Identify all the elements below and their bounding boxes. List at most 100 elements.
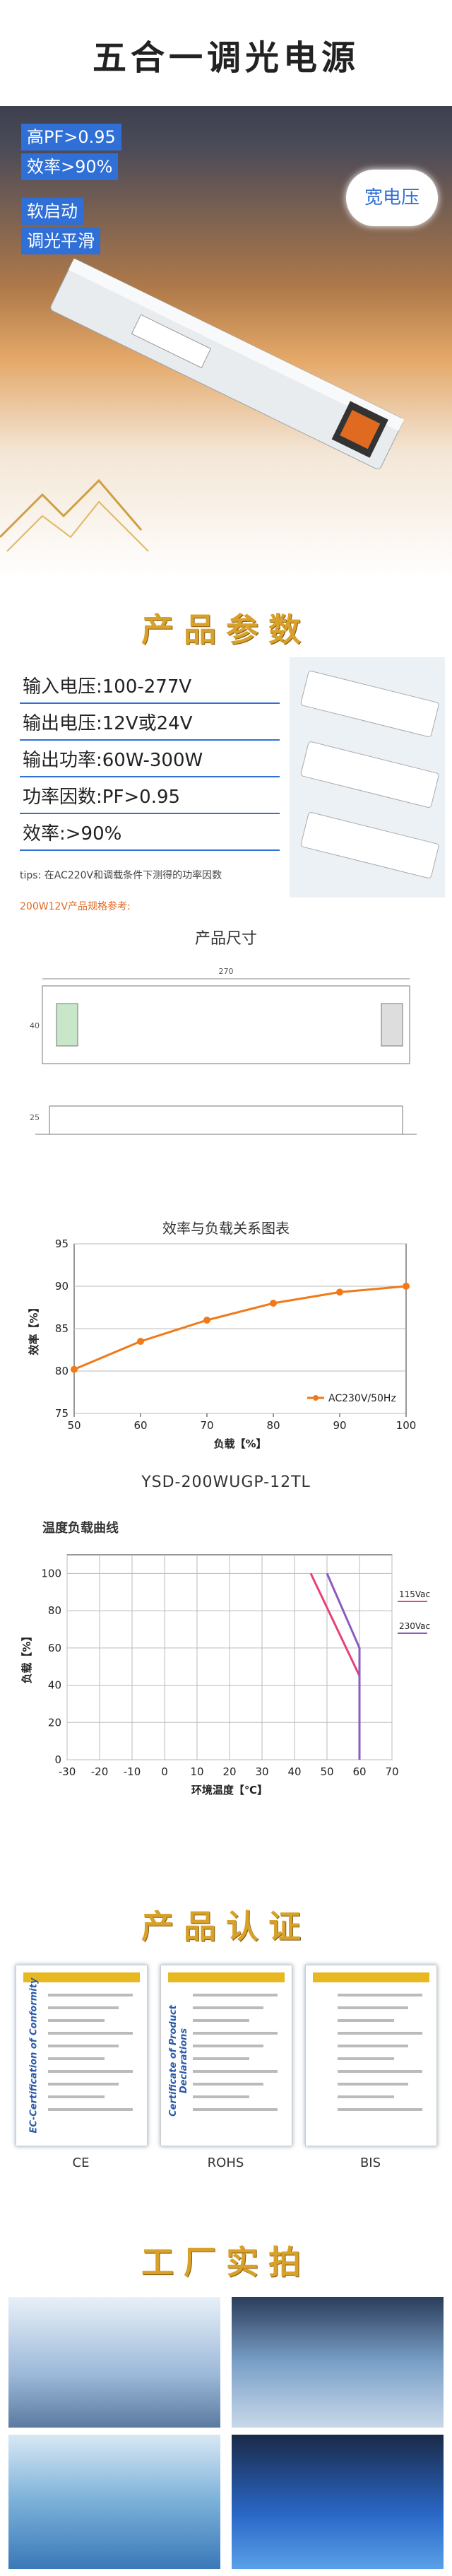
x-tick-label: 70 <box>385 1765 398 1778</box>
section-heading: 工厂实拍 <box>141 2243 311 2281</box>
section-heading: 产品认证 <box>141 1907 311 1946</box>
cert-line <box>48 2083 119 2086</box>
cert-line <box>193 2032 278 2035</box>
cert-line <box>48 2006 119 2009</box>
chart-title: 温度负载曲线 <box>42 1521 119 1536</box>
cert-line <box>48 2108 133 2111</box>
factory-photo <box>232 2435 444 2569</box>
series-line <box>326 1572 361 1760</box>
cert-header <box>23 1972 140 1982</box>
hero: 五合一调光电源 高PF>0.95 效率>90% 软启动 调光平滑 宽电压 <box>0 0 452 580</box>
cert-line <box>48 2070 133 2073</box>
param-item: 输入电压:100-277V <box>20 668 280 704</box>
cert-line <box>48 2045 119 2047</box>
dimension: 25 <box>30 1113 40 1122</box>
x-tick-label: -10 <box>124 1765 141 1778</box>
param-item: 输出电压:12V或24V <box>20 705 280 741</box>
efficiency-chart: 75 80 85 90 95 50 60 70 80 90 100 负载【%】 效率【%】 AC230V/… <box>28 1237 417 1450</box>
x-tick-label: 30 <box>255 1765 268 1778</box>
cert-title: EC-Certification of Conformity <box>28 1977 40 2134</box>
cert-title: Certificate of Product Declarations <box>168 2005 189 2117</box>
cert-line <box>193 2083 263 2086</box>
cert-line <box>338 2108 422 2111</box>
y-tick-label: 95 <box>55 1237 69 1250</box>
x-tick-label: 90 <box>333 1419 346 1432</box>
point <box>203 1317 210 1324</box>
x-tick-label: 40 <box>287 1765 301 1778</box>
x-tick-label: 60 <box>133 1419 147 1432</box>
badge: 调光平滑 <box>21 228 100 254</box>
cert-label: ROHS <box>207 2156 244 2170</box>
x-tick-label: 20 <box>222 1765 236 1778</box>
x-tick-label: -30 <box>59 1765 76 1778</box>
dimension: 40 <box>30 1021 40 1030</box>
title-band <box>0 0 452 106</box>
cert-line <box>193 2057 249 2060</box>
dimension: 270 <box>219 967 234 976</box>
cert-line <box>338 2032 422 2035</box>
x-tick-label: 80 <box>266 1419 280 1432</box>
param-item: 效率:>90% <box>20 815 280 851</box>
legend-swatch <box>313 1395 319 1401</box>
cert-line <box>48 2057 105 2060</box>
point <box>336 1288 343 1296</box>
x-axis-label: 环境温度【℃】 <box>191 1784 268 1796</box>
x-tick-label: 10 <box>190 1765 203 1778</box>
cert-line <box>193 2019 249 2022</box>
y-tick-label: 60 <box>48 1642 61 1654</box>
cert-line <box>48 2019 105 2022</box>
param-item: 输出功率:60W-300W <box>20 741 280 777</box>
model: YSD-200WUGP-12TL <box>141 1474 311 1491</box>
cert-line <box>338 2045 408 2047</box>
cert-line <box>338 2057 394 2060</box>
cert-line <box>193 1994 278 1996</box>
cert-line <box>193 2108 278 2111</box>
point <box>270 1300 277 1307</box>
y-tick-label: 0 <box>54 1753 61 1766</box>
legend-label: 230Vac <box>399 1621 430 1631</box>
product <box>50 258 405 470</box>
point <box>403 1283 410 1290</box>
legend-label: AC230V/50Hz <box>328 1393 396 1404</box>
cert-line <box>338 1994 422 1996</box>
y-tick-label: 80 <box>55 1365 69 1377</box>
legend-label: 115Vac <box>399 1589 430 1599</box>
y-axis-label: 效率【%】 <box>28 1302 40 1355</box>
x-tick-label: 100 <box>396 1419 417 1432</box>
product-photos <box>290 657 445 898</box>
factory-photo <box>8 2435 220 2569</box>
badges: 软启动 调光平滑 <box>21 198 100 257</box>
bubble-text: 宽电压 <box>364 187 420 208</box>
y-tick-label: 75 <box>55 1407 69 1420</box>
product-art <box>0 258 405 552</box>
x-tick-label: -20 <box>91 1765 109 1778</box>
dimension-drawing: 270 40 25 <box>30 967 417 1135</box>
y-tick-label: 40 <box>48 1679 61 1692</box>
badges: 高PF>0.95 效率>90% <box>21 124 121 183</box>
param-item: 功率因数:PF>0.95 <box>20 778 280 814</box>
cert-line <box>193 2070 278 2073</box>
factory-photo <box>8 2297 220 2428</box>
cert-line <box>338 2095 394 2098</box>
certificate <box>305 1965 437 2146</box>
cert-line <box>48 1994 133 1996</box>
y-tick-label: 20 <box>48 1716 61 1729</box>
cert-line <box>193 2095 249 2098</box>
cert-line <box>338 2070 422 2073</box>
x-tick-label: 60 <box>352 1765 366 1778</box>
x-tick-label: 50 <box>67 1419 81 1432</box>
hero-title: 五合一调光电源 <box>92 38 359 78</box>
cert-header <box>313 1972 429 1982</box>
section-heading: 产品参数 <box>141 611 311 649</box>
y-tick-label: 80 <box>48 1604 61 1617</box>
cert-line <box>48 2032 133 2035</box>
y-tick-label: 90 <box>55 1280 69 1293</box>
factory-photo <box>232 2297 444 2428</box>
note: 200W12V产品规格参考: <box>20 901 131 912</box>
chart-title: 效率与负载关系图表 <box>162 1220 290 1237</box>
x-tick-label: 0 <box>161 1765 168 1778</box>
cert-line <box>338 2019 394 2022</box>
cert-line <box>48 2095 105 2098</box>
cert-line <box>338 2006 408 2009</box>
